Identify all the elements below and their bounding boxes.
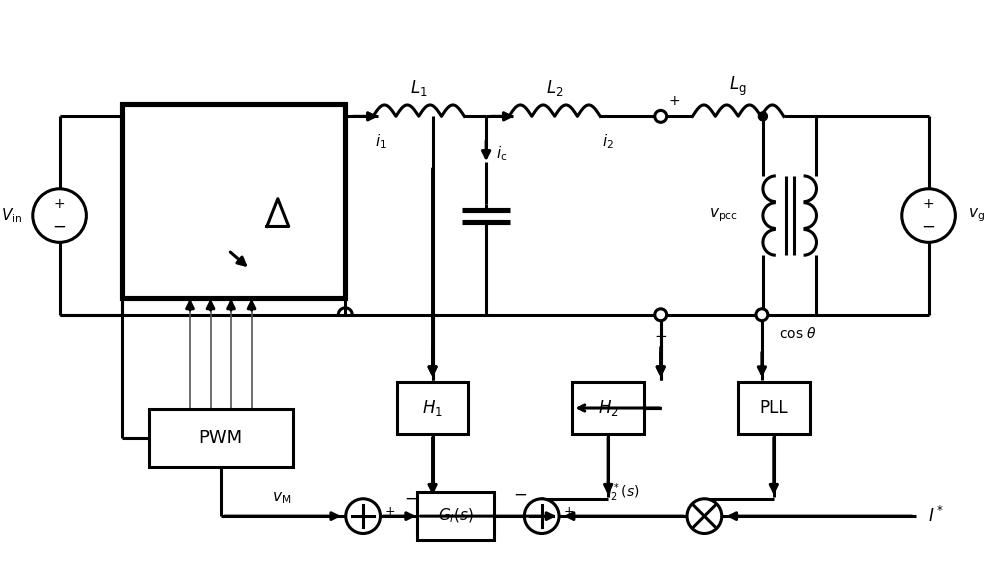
Text: $H_2$: $H_2$ — [598, 398, 619, 418]
Text: $i_2^*(s)$: $i_2^*(s)$ — [607, 482, 639, 504]
Text: $v_\mathrm{g}$: $v_\mathrm{g}$ — [968, 207, 985, 225]
Text: −: − — [404, 489, 418, 507]
Text: $v_\mathrm{M}$: $v_\mathrm{M}$ — [272, 491, 292, 506]
Text: $H_1$: $H_1$ — [422, 398, 443, 418]
Bar — [417, 492, 494, 540]
Text: $V_\mathrm{in}$: $V_\mathrm{in}$ — [1, 206, 22, 225]
Text: −: − — [654, 329, 667, 344]
Text: $L_1$: $L_1$ — [410, 78, 428, 97]
Circle shape — [756, 309, 768, 321]
Text: +: + — [54, 197, 65, 211]
Text: +: + — [385, 504, 396, 518]
Text: +: + — [669, 95, 680, 108]
Bar — [397, 382, 468, 434]
Text: $I^*$: $I^*$ — [928, 506, 943, 526]
Text: −: − — [53, 218, 67, 236]
Bar — [149, 409, 293, 466]
Text: $v_\mathrm{pcc}$: $v_\mathrm{pcc}$ — [709, 207, 738, 225]
Text: $L_\mathrm{g}$: $L_\mathrm{g}$ — [729, 74, 747, 97]
Bar — [572, 382, 644, 434]
Circle shape — [902, 189, 955, 242]
Text: −: − — [513, 485, 527, 503]
Text: $G_i(s)$: $G_i(s)$ — [438, 507, 473, 526]
Text: $\cos\,\theta$: $\cos\,\theta$ — [779, 325, 817, 340]
Text: $L_2$: $L_2$ — [546, 78, 563, 97]
Circle shape — [687, 499, 722, 534]
Text: +: + — [564, 504, 574, 518]
Text: $i_\mathrm{c}$: $i_\mathrm{c}$ — [496, 145, 508, 164]
Circle shape — [655, 111, 667, 123]
Text: $i_2$: $i_2$ — [602, 132, 614, 151]
Text: +: + — [923, 197, 934, 211]
Circle shape — [758, 112, 767, 121]
Text: PWM: PWM — [199, 429, 243, 447]
Text: −: − — [922, 218, 936, 236]
Circle shape — [524, 499, 559, 534]
Circle shape — [33, 189, 86, 242]
Circle shape — [655, 309, 667, 321]
Bar — [738, 382, 810, 434]
Text: $i_1$: $i_1$ — [375, 132, 387, 151]
Bar — [122, 104, 345, 298]
Text: PLL: PLL — [760, 399, 788, 417]
Circle shape — [346, 499, 380, 534]
